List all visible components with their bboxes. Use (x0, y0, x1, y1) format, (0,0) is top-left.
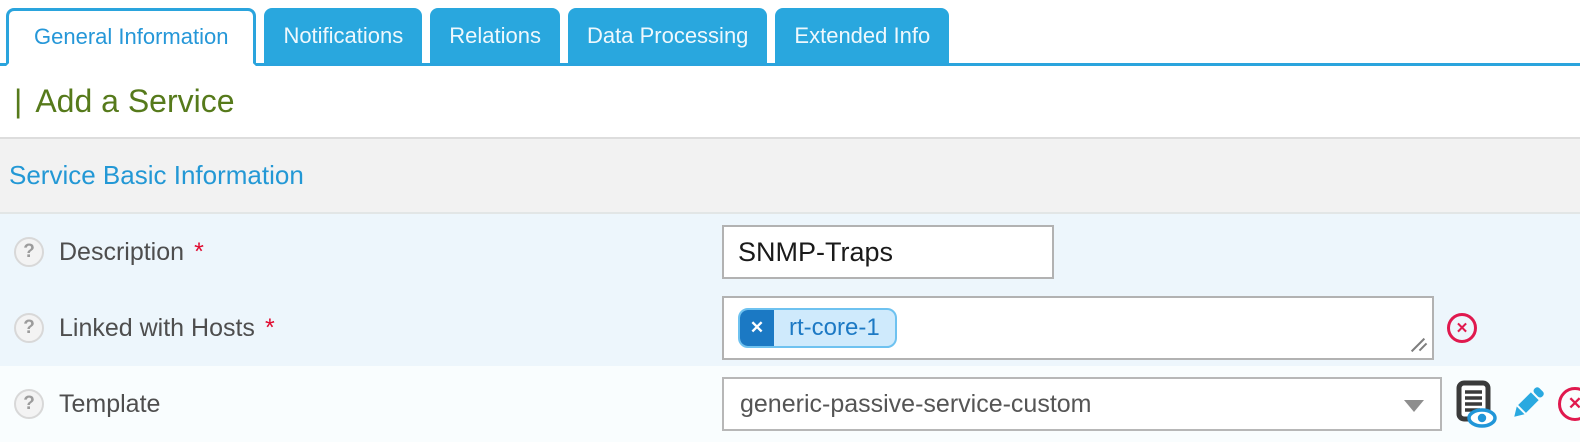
tab-extended-info[interactable]: Extended Info (775, 8, 950, 63)
section-header-band: Service Basic Information (0, 137, 1580, 214)
linked-hosts-label: Linked with Hosts (59, 313, 255, 342)
form-row-description: ? Description * (0, 214, 1580, 290)
description-input[interactable] (722, 225, 1054, 279)
form-row-template: ? Template generic-passive-service-custo… (0, 366, 1580, 442)
host-tag-label: rt-core-1 (789, 314, 880, 341)
required-asterisk: * (194, 237, 204, 266)
host-tag: ✕ rt-core-1 (738, 308, 897, 348)
title-bar-glyph: | (14, 83, 23, 119)
chevron-down-icon (1404, 400, 1424, 412)
resize-handle[interactable] (1409, 336, 1429, 353)
template-label-cell: ? Template (0, 389, 722, 419)
section-header-text: Service Basic Information (9, 160, 304, 190)
required-asterisk: * (264, 313, 275, 342)
tab-relations[interactable]: Relations (430, 8, 560, 63)
tab-notifications[interactable]: Notifications (264, 8, 423, 63)
help-icon[interactable]: ? (14, 313, 44, 343)
template-actions: ✕ (1454, 380, 1580, 428)
edit-pencil-icon[interactable] (1507, 382, 1547, 426)
help-icon[interactable]: ? (14, 389, 44, 419)
page-title: | Add a Service (0, 66, 1580, 137)
linked-hosts-label-cell: ? Linked with Hosts * (0, 313, 722, 343)
template-select[interactable]: generic-passive-service-custom (722, 377, 1442, 431)
page-title-text: Add a Service (35, 83, 235, 119)
tab-data-processing[interactable]: Data Processing (568, 8, 768, 63)
view-template-icon[interactable] (1454, 380, 1498, 428)
template-label: Template (59, 389, 161, 418)
description-label: Description (59, 237, 185, 266)
clear-template-icon[interactable]: ✕ (1558, 387, 1580, 421)
tab-bar: General Information Notifications Relati… (0, 0, 1580, 66)
help-icon[interactable]: ? (14, 237, 44, 267)
tab-general-information[interactable]: General Information (6, 8, 257, 66)
template-selected-value: generic-passive-service-custom (740, 389, 1092, 418)
description-label-cell: ? Description * (0, 237, 722, 267)
remove-tag-icon[interactable]: ✕ (740, 310, 774, 346)
form-row-linked-hosts: ? Linked with Hosts * ✕ rt-core-1 ✕ (0, 290, 1580, 366)
clear-hosts-icon[interactable]: ✕ (1447, 313, 1477, 343)
linked-hosts-tag-input[interactable]: ✕ rt-core-1 (722, 296, 1434, 360)
